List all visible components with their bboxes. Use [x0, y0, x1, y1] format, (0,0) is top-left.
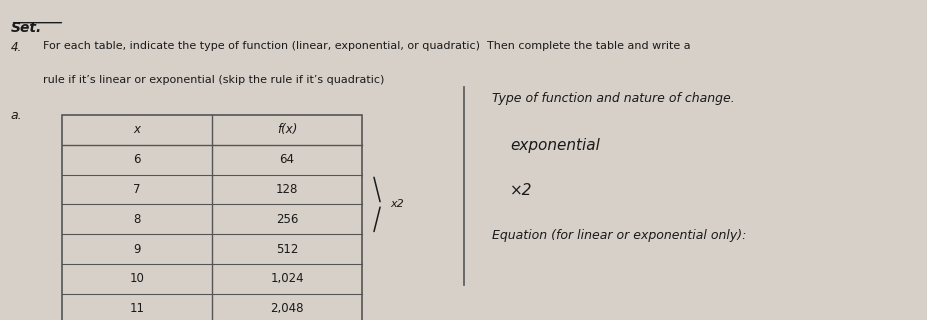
Text: 2,048: 2,048: [270, 302, 303, 315]
Text: exponential: exponential: [510, 138, 600, 153]
Text: 256: 256: [275, 213, 298, 226]
Text: rule if it’s linear or exponential (skip the rule if it’s quadratic): rule if it’s linear or exponential (skip…: [43, 75, 384, 85]
Text: 10: 10: [129, 272, 144, 285]
Text: 1,024: 1,024: [270, 272, 303, 285]
Text: 7: 7: [133, 183, 140, 196]
Text: 128: 128: [275, 183, 298, 196]
Text: 8: 8: [133, 213, 140, 226]
Text: 9: 9: [133, 243, 140, 256]
Text: x2: x2: [389, 199, 403, 209]
Text: 6: 6: [133, 153, 140, 166]
Text: 64: 64: [279, 153, 294, 166]
Text: f(x): f(x): [276, 124, 297, 136]
Text: x: x: [133, 124, 140, 136]
Text: 512: 512: [275, 243, 298, 256]
Text: a.: a.: [10, 109, 22, 122]
Text: Equation (for linear or exponential only):: Equation (for linear or exponential only…: [491, 228, 745, 242]
Text: Type of function and nature of change.: Type of function and nature of change.: [491, 92, 733, 105]
Text: Set.: Set.: [10, 21, 42, 35]
Text: For each table, indicate the type of function (linear, exponential, or quadratic: For each table, indicate the type of fun…: [43, 41, 690, 51]
Text: 4.: 4.: [10, 41, 22, 54]
Text: 11: 11: [129, 302, 144, 315]
Text: ×2: ×2: [510, 183, 532, 198]
